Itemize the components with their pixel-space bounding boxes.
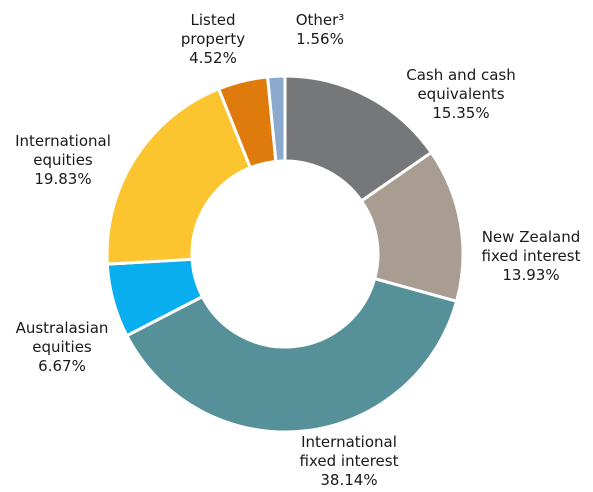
slice-label: Cash and cash equivalents 15.35% [406, 66, 516, 122]
slice-labels: Cash and cash equivalents 15.35% New Zealan… [15, 11, 580, 489]
slice-name-label: fixed interest [482, 247, 581, 265]
slice-name-label: Cash and cash [406, 66, 516, 84]
slice-value-label: 38.14% [320, 471, 377, 489]
slice-name-label: International [15, 132, 111, 150]
donut-slices [105, 74, 465, 434]
slice-name-label: property [181, 30, 245, 48]
slice-value-label: 19.83% [34, 170, 91, 188]
slice-international-fixed-interest [125, 277, 459, 434]
slice-name-label: fixed interest [300, 452, 399, 470]
slice-label: Listed property 4.52% [181, 11, 245, 67]
slice-name-label: equities [33, 151, 93, 169]
slice-label: Australasian equities 6.67% [16, 319, 109, 375]
slice-name-label: International [301, 433, 397, 451]
slice-label: Other³ 1.56% [296, 11, 345, 48]
slice-value-label: 15.35% [432, 104, 489, 122]
slice-name-label: Australasian [16, 319, 109, 337]
slice-name-label: New Zealand [482, 228, 581, 246]
slice-value-label: 4.52% [189, 49, 237, 67]
slice-name-label: equities [32, 338, 92, 356]
slice-name-label: Other³ [296, 11, 345, 29]
slice-value-label: 13.93% [502, 266, 559, 284]
slice-label: International fixed interest 38.14% [300, 433, 399, 489]
slice-name-label: Listed [191, 11, 236, 29]
slice-label: International equities 19.83% [15, 132, 111, 188]
slice-label: New Zealand fixed interest 13.93% [482, 228, 581, 284]
slice-other [266, 74, 287, 163]
slice-international-equities [105, 87, 252, 266]
slice-name-label: equivalents [417, 85, 504, 103]
slice-value-label: 6.67% [38, 357, 86, 375]
slice-value-label: 1.56% [296, 30, 344, 48]
